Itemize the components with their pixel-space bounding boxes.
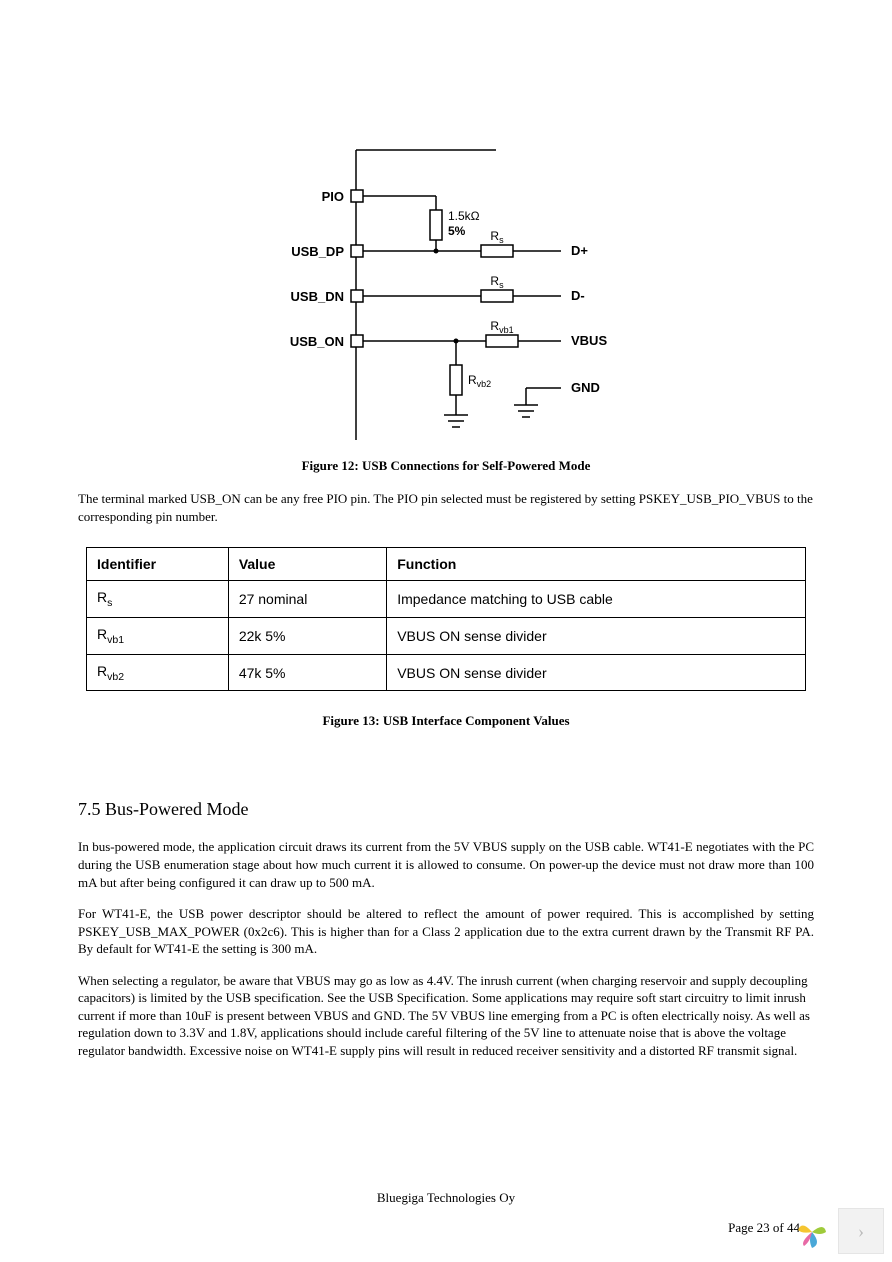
cell-identifier: Rvb1 — [87, 617, 229, 654]
col-identifier: Identifier — [87, 548, 229, 581]
svg-text:Rvb1: Rvb1 — [490, 319, 513, 335]
cell-value: 27 nominal — [228, 581, 386, 618]
footer-company: Bluegiga Technologies Oy — [0, 1190, 892, 1206]
paragraph-usb-on-note: The terminal marked USB_ON can be any fr… — [78, 490, 814, 525]
svg-text:USB_ON: USB_ON — [290, 334, 344, 349]
svg-text:GND: GND — [571, 380, 600, 395]
cell-function: VBUS ON sense divider — [387, 654, 806, 691]
cell-function: Impedance matching to USB cable — [387, 581, 806, 618]
svg-text:PIO: PIO — [322, 189, 344, 204]
footer-page-number: Page 23 of 44 — [0, 1220, 800, 1236]
paragraph-bus-powered-2: For WT41-E, the USB power descriptor sho… — [78, 905, 814, 958]
paragraph-bus-powered-3: When selecting a regulator, be aware tha… — [78, 972, 814, 1060]
page-content: PIO USB_DP USB_DN USB_ON 1.5kΩ 5% — [78, 140, 814, 1074]
figure-13-caption: Figure 13: USB Interface Component Value… — [78, 713, 814, 729]
svg-text:Rs: Rs — [490, 229, 504, 245]
table-row: Rvb1 22k 5% VBUS ON sense divider — [87, 617, 806, 654]
svg-text:Rs: Rs — [490, 274, 504, 290]
svg-text:Rvb2: Rvb2 — [468, 373, 491, 389]
figure-12-caption: Figure 12: USB Connections for Self-Powe… — [78, 458, 814, 474]
cell-value: 22k 5% — [228, 617, 386, 654]
svg-text:VBUS: VBUS — [571, 333, 607, 348]
cell-identifier: Rs — [87, 581, 229, 618]
cell-function: VBUS ON sense divider — [387, 617, 806, 654]
col-function: Function — [387, 548, 806, 581]
section-7-5-heading: 7.5 Bus-Powered Mode — [78, 799, 814, 820]
paragraph-bus-powered-1: In bus-powered mode, the application cir… — [78, 838, 814, 891]
page: PIO USB_DP USB_DN USB_ON 1.5kΩ 5% — [0, 0, 892, 1262]
cell-value: 47k 5% — [228, 654, 386, 691]
svg-text:D-: D- — [571, 288, 585, 303]
svg-text:1.5kΩ: 1.5kΩ — [448, 209, 480, 223]
chevron-right-icon: › — [858, 1221, 864, 1242]
cell-identifier: Rvb2 — [87, 654, 229, 691]
col-value: Value — [228, 548, 386, 581]
component-values-table: Identifier Value Function Rs 27 nominal … — [86, 547, 806, 691]
table-header-row: Identifier Value Function — [87, 548, 806, 581]
table-row: Rs 27 nominal Impedance matching to USB … — [87, 581, 806, 618]
svg-text:5%: 5% — [448, 224, 466, 238]
svg-text:USB_DP: USB_DP — [291, 244, 344, 259]
svg-text:USB_DN: USB_DN — [291, 289, 344, 304]
usb-self-powered-diagram: PIO USB_DP USB_DN USB_ON 1.5kΩ 5% — [226, 140, 666, 440]
next-page-button[interactable]: › — [838, 1208, 884, 1254]
svg-text:D+: D+ — [571, 243, 588, 258]
viewer-logo-icon — [792, 1212, 832, 1252]
table-row: Rvb2 47k 5% VBUS ON sense divider — [87, 654, 806, 691]
